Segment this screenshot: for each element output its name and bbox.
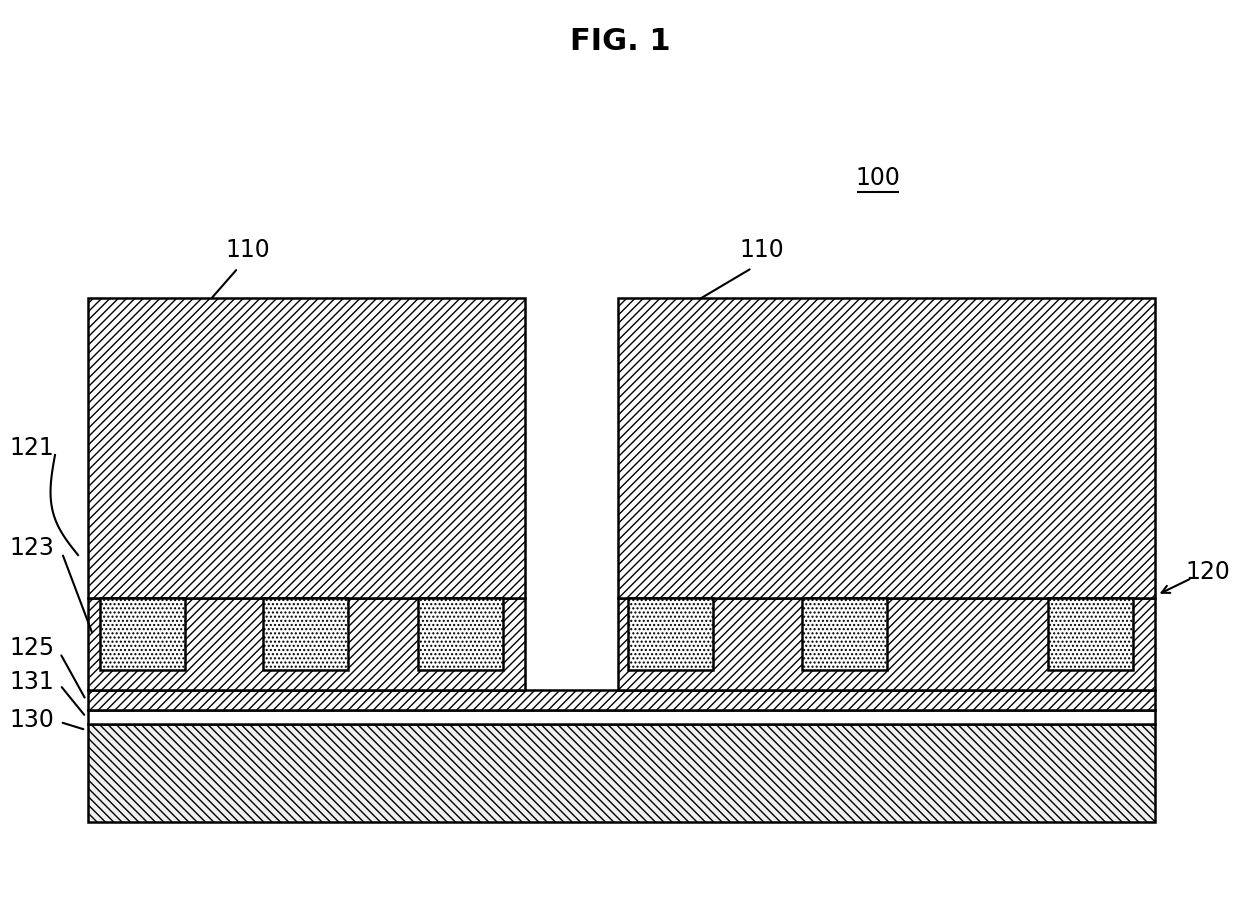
Text: 131: 131 [10, 670, 55, 694]
Text: 110: 110 [226, 238, 270, 262]
Bar [88, 690, 1154, 710]
Bar [627, 598, 713, 670]
Text: 121: 121 [10, 436, 55, 460]
Bar [418, 598, 503, 670]
Text: 100: 100 [856, 166, 900, 190]
Bar [88, 710, 1154, 724]
Text: 110: 110 [739, 238, 785, 262]
Bar [263, 598, 348, 670]
Text: FIG. 1: FIG. 1 [569, 28, 671, 57]
Bar [1048, 598, 1133, 670]
Text: 130: 130 [10, 708, 55, 732]
Bar [100, 598, 185, 670]
Text: 120: 120 [1185, 560, 1230, 584]
Bar [88, 298, 525, 598]
Bar [802, 598, 887, 670]
Text: 125: 125 [10, 636, 55, 660]
Bar [88, 598, 525, 690]
Bar [618, 598, 1154, 690]
Text: 123: 123 [10, 536, 55, 560]
Bar [618, 298, 1154, 598]
Bar [88, 724, 1154, 822]
